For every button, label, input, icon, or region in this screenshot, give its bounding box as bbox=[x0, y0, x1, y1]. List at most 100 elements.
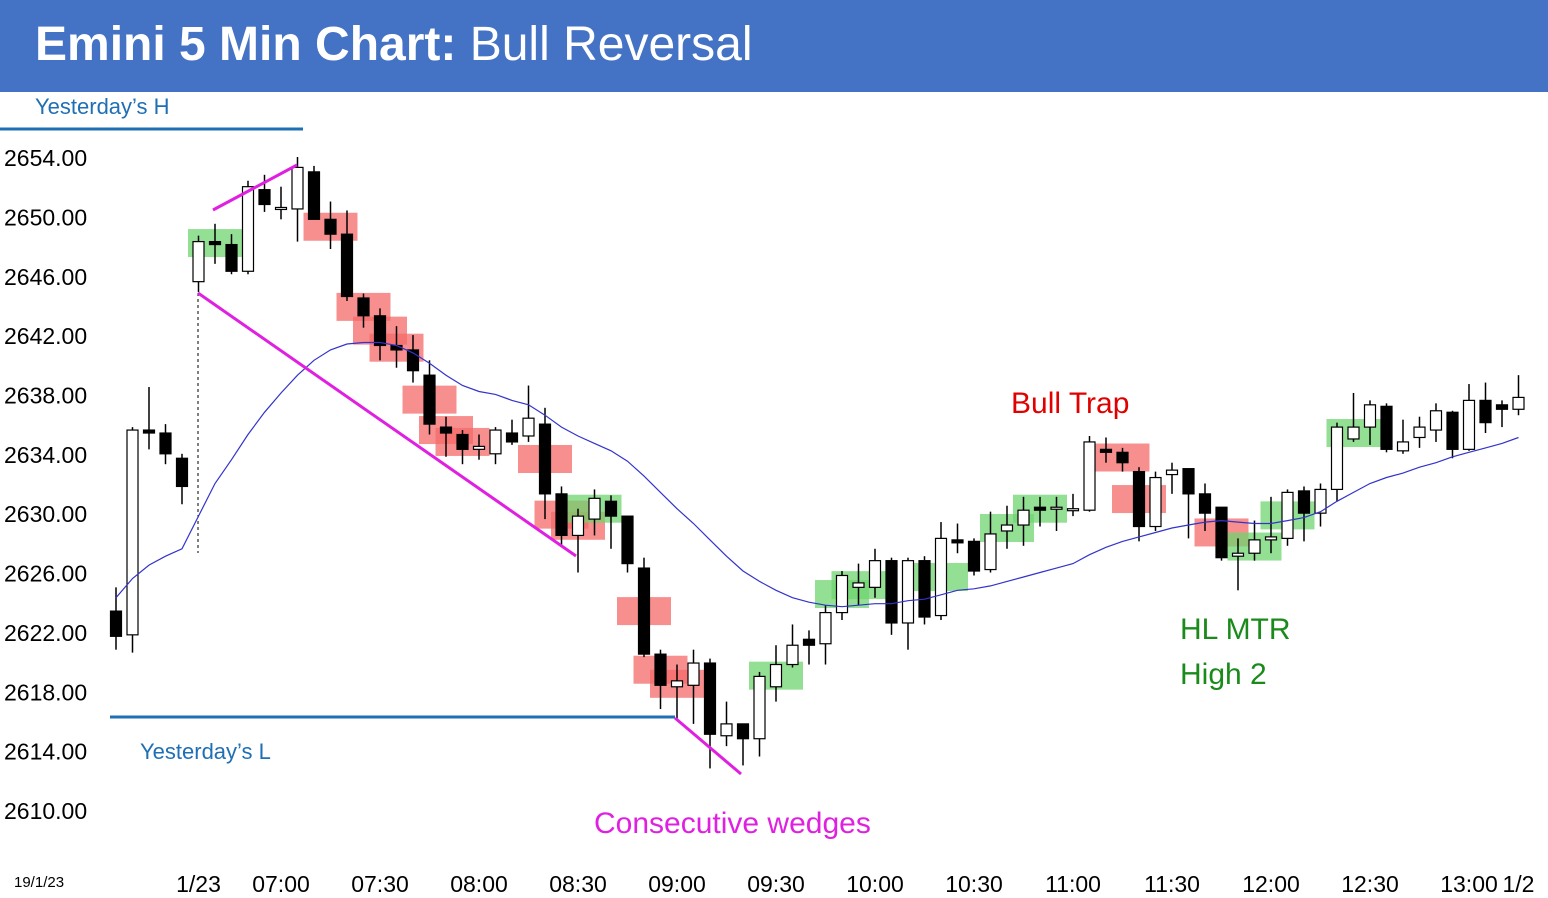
candle-body bbox=[1165, 469, 1179, 476]
candle-body bbox=[1000, 524, 1014, 532]
annotation: Yesterday’s L bbox=[140, 739, 271, 764]
candle-body bbox=[175, 457, 189, 488]
candle-body bbox=[555, 493, 568, 537]
y-tick-label: 2650.00 bbox=[4, 204, 87, 230]
candle-body bbox=[1231, 552, 1245, 557]
candle-body bbox=[1248, 539, 1261, 554]
candle-body bbox=[1215, 506, 1228, 559]
date-label: 19/1/23 bbox=[14, 874, 64, 891]
candle-body bbox=[538, 423, 552, 495]
candle-body bbox=[1347, 426, 1360, 440]
candle-body bbox=[769, 663, 783, 688]
candle-body bbox=[604, 500, 618, 517]
candle-body bbox=[1363, 404, 1377, 428]
y-tick-label: 2622.00 bbox=[4, 620, 87, 646]
x-tick-label: 09:00 bbox=[648, 871, 706, 897]
candle-body bbox=[241, 186, 255, 272]
candle-body bbox=[307, 171, 321, 220]
candle-body bbox=[258, 189, 271, 206]
candle-body bbox=[802, 638, 816, 646]
y-tick-label: 2642.00 bbox=[4, 323, 87, 349]
x-tick-label: 11:00 bbox=[1045, 871, 1101, 897]
y-tick-label: 2610.00 bbox=[4, 798, 87, 824]
annotation: Consecutive wedges bbox=[594, 807, 871, 840]
y-tick-label: 2614.00 bbox=[4, 739, 87, 765]
candles bbox=[109, 157, 1525, 769]
candle-body bbox=[489, 429, 502, 455]
candle-body bbox=[1297, 490, 1311, 514]
candle-body bbox=[423, 374, 436, 425]
candle-body bbox=[1116, 451, 1129, 464]
candle-body bbox=[1512, 396, 1525, 410]
candle-body bbox=[1033, 506, 1047, 511]
candle-body bbox=[670, 680, 684, 688]
candle-body bbox=[1281, 491, 1294, 539]
annotation: High 2 bbox=[1180, 658, 1267, 691]
candle-body bbox=[159, 432, 172, 455]
candle-body bbox=[1083, 441, 1096, 511]
x-tick-label: 12:00 bbox=[1242, 871, 1300, 897]
candle-body bbox=[1479, 399, 1492, 424]
candle-body bbox=[208, 240, 222, 246]
title-bold: Emini 5 Min Chart: bbox=[35, 18, 456, 71]
x-tick-label: 10:00 bbox=[846, 871, 904, 897]
annotation: Yesterday’s H bbox=[35, 94, 170, 119]
candle-body bbox=[109, 610, 123, 637]
candle-body bbox=[637, 567, 651, 655]
candle-body bbox=[406, 349, 420, 372]
y-tick-label: 2626.00 bbox=[4, 561, 87, 587]
wedge-line bbox=[674, 716, 742, 776]
candle-body bbox=[142, 429, 156, 434]
candle-body bbox=[1182, 468, 1195, 495]
candle-body bbox=[753, 675, 766, 740]
candle-body bbox=[786, 644, 799, 666]
x-tick-label: 08:30 bbox=[549, 871, 607, 897]
wedge-line bbox=[197, 291, 577, 558]
candle-body bbox=[934, 537, 948, 617]
y-tick-label: 2634.00 bbox=[4, 442, 87, 468]
candle-body bbox=[126, 429, 139, 636]
candle-body bbox=[885, 560, 898, 624]
candle-body bbox=[357, 297, 370, 317]
x-tick-label: 09:30 bbox=[747, 871, 805, 897]
annotation: Bull Trap bbox=[1011, 387, 1129, 420]
x-tick-label: 10:30 bbox=[945, 871, 1003, 897]
candle-body bbox=[868, 560, 882, 588]
candle-body bbox=[588, 497, 601, 520]
candle-body bbox=[703, 662, 717, 735]
candle-body bbox=[274, 206, 288, 211]
candle-body bbox=[951, 539, 964, 544]
header-bar bbox=[0, 0, 1548, 92]
candle-body bbox=[1099, 448, 1113, 453]
candle-body bbox=[1462, 399, 1476, 450]
candle-body bbox=[901, 560, 915, 624]
x-tick-label: 07:30 bbox=[351, 871, 409, 897]
y-tick-label: 2646.00 bbox=[4, 264, 87, 290]
candle-body bbox=[1066, 508, 1080, 512]
y-tick-label: 2618.00 bbox=[4, 679, 87, 705]
candle-body bbox=[1413, 426, 1426, 439]
candle-body bbox=[687, 662, 700, 686]
x-tick-label: 1/23 bbox=[176, 871, 221, 897]
x-tick-label: 1/2 bbox=[1503, 871, 1535, 897]
y-tick-label: 2638.00 bbox=[4, 382, 87, 408]
candle-body bbox=[819, 611, 832, 645]
candle-body bbox=[522, 417, 535, 437]
candle-body bbox=[291, 166, 304, 210]
candle-body bbox=[967, 540, 981, 572]
candle-body bbox=[472, 445, 486, 450]
wedge-line bbox=[212, 163, 298, 212]
candle-body bbox=[505, 432, 519, 443]
y-tick-label: 2654.00 bbox=[4, 145, 87, 171]
candle-body bbox=[439, 426, 453, 434]
candle-body bbox=[654, 653, 667, 686]
candle-body bbox=[1429, 410, 1443, 431]
candle-body bbox=[456, 433, 469, 450]
title-rest: Bull Reversal bbox=[470, 18, 753, 71]
candle-body bbox=[192, 240, 205, 283]
moving-average bbox=[115, 341, 1519, 608]
x-tick-label: 12:30 bbox=[1341, 871, 1399, 897]
candle-body bbox=[835, 574, 849, 614]
